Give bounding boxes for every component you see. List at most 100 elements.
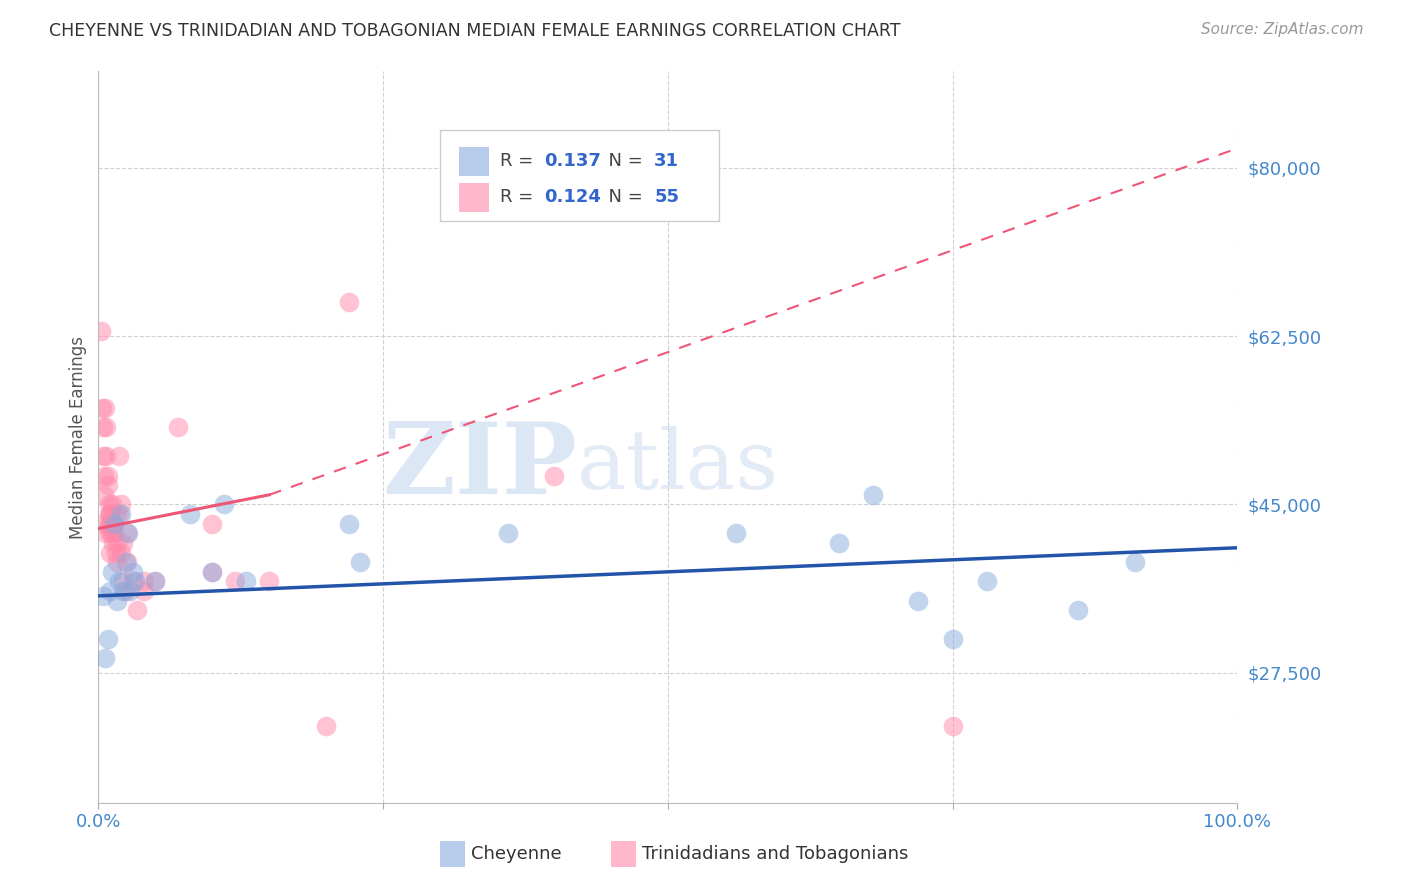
Point: [96, 478, 118, 492]
Point: [105, 555, 128, 569]
Point: [104, 545, 127, 559]
Point: [337, 516, 360, 531]
Point: [120, 584, 142, 599]
Point: [96, 450, 118, 464]
Point: [105, 593, 128, 607]
Point: [117, 526, 139, 541]
Point: [101, 526, 124, 541]
Point: [114, 555, 136, 569]
Point: [97, 507, 120, 521]
Point: [96, 468, 118, 483]
Point: [114, 584, 136, 599]
Point: [108, 574, 131, 589]
Point: [112, 574, 135, 589]
Point: [179, 507, 201, 521]
Point: [145, 574, 167, 589]
Point: [543, 468, 565, 483]
Point: [828, 536, 851, 550]
Text: N =: N =: [598, 188, 648, 206]
Point: [98, 545, 121, 559]
Point: [98, 584, 121, 599]
Point: [91, 450, 114, 464]
Point: [103, 526, 125, 541]
Point: [498, 526, 520, 541]
Point: [942, 719, 965, 733]
Point: [201, 565, 224, 579]
Point: [101, 565, 124, 579]
Point: [201, 565, 224, 579]
Point: [94, 526, 117, 541]
Point: [235, 574, 257, 589]
Point: [103, 516, 125, 531]
Point: [212, 498, 235, 512]
Point: [93, 468, 115, 483]
Point: [132, 584, 155, 599]
Point: [725, 526, 748, 541]
Point: [259, 574, 281, 589]
Point: [907, 593, 929, 607]
Point: [103, 516, 125, 531]
Text: R =: R =: [501, 153, 540, 170]
Point: [224, 574, 246, 589]
Text: 0.124: 0.124: [544, 188, 600, 206]
Point: [108, 450, 131, 464]
Point: [127, 603, 149, 617]
Point: [349, 555, 371, 569]
FancyBboxPatch shape: [440, 130, 718, 221]
Point: [96, 632, 118, 647]
Text: R =: R =: [501, 188, 540, 206]
Point: [976, 574, 998, 589]
Point: [94, 651, 117, 665]
Text: ZIP: ZIP: [382, 417, 576, 515]
Point: [91, 420, 114, 434]
FancyBboxPatch shape: [440, 841, 465, 867]
Point: [100, 516, 122, 531]
Point: [167, 420, 190, 434]
Point: [103, 536, 125, 550]
Point: [145, 574, 167, 589]
Point: [91, 589, 114, 603]
Text: atlas: atlas: [576, 426, 779, 507]
Point: [94, 401, 117, 416]
Text: Cheyenne: Cheyenne: [471, 845, 561, 863]
Point: [1067, 603, 1090, 617]
Point: [98, 526, 121, 541]
Point: [1123, 555, 1146, 569]
Point: [97, 516, 120, 531]
Point: [112, 536, 135, 550]
Point: [862, 488, 884, 502]
Text: 31: 31: [654, 153, 679, 170]
Point: [90, 324, 112, 338]
Text: N =: N =: [598, 153, 648, 170]
Text: 55: 55: [654, 188, 679, 206]
Point: [110, 507, 132, 521]
FancyBboxPatch shape: [460, 183, 489, 211]
Point: [97, 498, 120, 512]
Point: [115, 526, 138, 541]
FancyBboxPatch shape: [460, 146, 489, 176]
Point: [93, 516, 115, 531]
Text: Source: ZipAtlas.com: Source: ZipAtlas.com: [1201, 22, 1364, 37]
Point: [96, 420, 118, 434]
Point: [121, 574, 143, 589]
Point: [105, 536, 128, 550]
Point: [110, 498, 132, 512]
Point: [942, 632, 965, 647]
Text: Trinidadians and Tobagonians: Trinidadians and Tobagonians: [641, 845, 908, 863]
Point: [108, 507, 131, 521]
Point: [337, 295, 360, 310]
Point: [103, 516, 125, 531]
Point: [132, 574, 155, 589]
Point: [110, 545, 132, 559]
Point: [100, 507, 122, 521]
Point: [121, 565, 143, 579]
Point: [98, 516, 121, 531]
Point: [115, 555, 138, 569]
Text: CHEYENNE VS TRINIDADIAN AND TOBAGONIAN MEDIAN FEMALE EARNINGS CORRELATION CHART: CHEYENNE VS TRINIDADIAN AND TOBAGONIAN M…: [49, 22, 901, 40]
Text: 0.137: 0.137: [544, 153, 600, 170]
FancyBboxPatch shape: [612, 841, 636, 867]
Point: [90, 401, 112, 416]
Point: [98, 507, 121, 521]
Point: [101, 498, 124, 512]
Point: [315, 719, 337, 733]
